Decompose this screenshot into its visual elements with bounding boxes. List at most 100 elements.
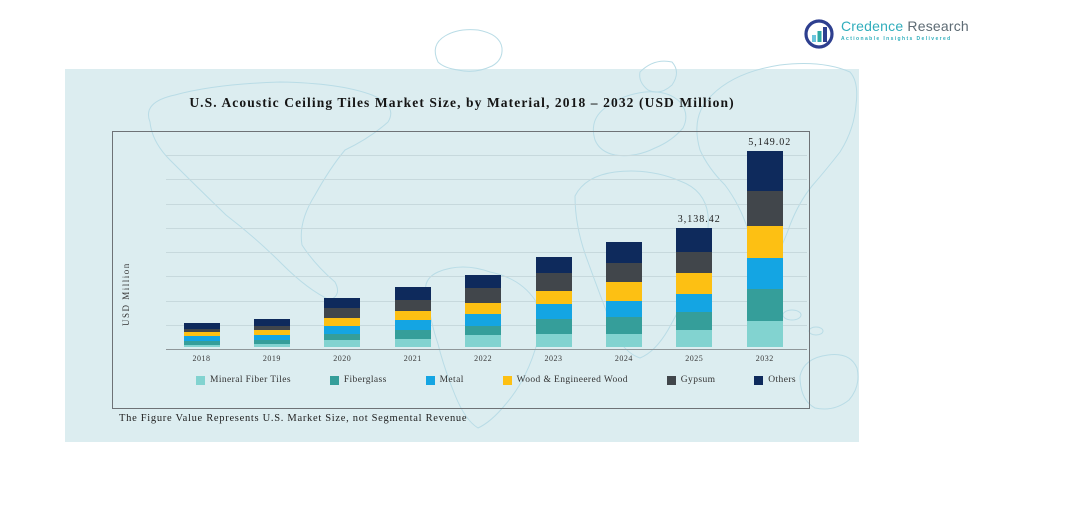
legend-item: Fiberglass: [329, 375, 387, 385]
legend-swatch: [329, 375, 339, 385]
gridline: [166, 155, 807, 156]
stacked-bar-2023: [535, 257, 572, 347]
bar-segment: [324, 297, 361, 309]
bar-segment: [183, 336, 220, 342]
map-greenland: [434, 29, 503, 72]
bar-segment: [676, 251, 713, 273]
logo-name: Credence Research: [841, 18, 969, 34]
legend-item: Mineral Fiber Tiles: [196, 375, 291, 385]
logo-tagline: Actionable Insights Delivered: [841, 36, 952, 42]
bar-segment: [324, 333, 361, 341]
bar-segment: [324, 317, 361, 326]
bar-segment: [605, 334, 642, 347]
bar-segment: [605, 300, 642, 317]
bar-segment: [465, 302, 502, 314]
bar-segment: [535, 333, 572, 347]
bar-segment: [746, 258, 783, 290]
legend-item: Metal: [425, 375, 464, 385]
x-tick-label-2018: 2018: [192, 354, 211, 363]
gridline: [166, 227, 807, 229]
stacked-bar-2032: [746, 151, 783, 347]
bar-segment: [676, 293, 713, 313]
stacked-bar-2018: [183, 322, 220, 347]
legend-item: Others: [754, 375, 796, 385]
bar-segment: [746, 191, 783, 226]
bar-segment: [465, 334, 502, 347]
bar-segment: [253, 344, 290, 347]
x-tick-label-2024: 2024: [614, 354, 633, 363]
bar-segment: [746, 226, 783, 259]
gridline: [166, 252, 807, 253]
bar-segment: [746, 289, 783, 321]
gridline: [166, 179, 807, 181]
chart-title: U.S. Acoustic Ceiling Tiles Market Size,…: [189, 95, 735, 110]
logo-name-primary: Credence: [841, 18, 904, 34]
bar-chart-circle-icon: [803, 18, 835, 55]
bar-segment: [183, 329, 220, 333]
legend-item: Wood & Engineered Wood: [502, 375, 628, 385]
data-label-2032: 5,149.02: [748, 137, 792, 149]
bar-segment: [253, 318, 290, 327]
bar-segment: [605, 281, 642, 301]
stacked-bar-2022: [465, 274, 502, 347]
legend-label: Wood & Engineered Wood: [516, 375, 628, 385]
legend-swatch: [196, 375, 205, 385]
stacked-bar-2024: [605, 242, 642, 347]
bar-segment: [465, 313, 502, 326]
y-axis-label: USD Million: [121, 262, 131, 326]
legend-item: Gypsum: [666, 375, 716, 385]
credence-research-logo: Credence Research Actionable Insights De…: [803, 18, 969, 55]
x-tick-label-2023: 2023: [544, 354, 563, 363]
bar-segment: [676, 312, 713, 331]
bar-segment: [465, 274, 502, 288]
legend-swatch: [666, 375, 676, 385]
bar-segment: [324, 308, 361, 318]
x-tick-label-2022: 2022: [474, 354, 493, 363]
stacked-bar-2020: [324, 297, 361, 347]
x-tick-label-2021: 2021: [403, 354, 422, 363]
legend-swatch: [425, 375, 435, 385]
bar-segment: [676, 227, 713, 252]
bar-segment: [394, 300, 431, 311]
legend-swatch: [754, 375, 764, 385]
bar-segment: [324, 325, 361, 334]
bar-segment: [183, 341, 220, 345]
stacked-bar-2025: [676, 227, 713, 347]
x-tick-label-2025: 2025: [685, 354, 704, 363]
logo-name-secondary: Research: [907, 18, 969, 34]
legend-label: Fiberglass: [343, 375, 387, 385]
bar-segment: [535, 257, 572, 274]
bar-segment: [253, 326, 290, 330]
bar-segment: [253, 334, 290, 341]
bar-segment: [394, 320, 431, 331]
chart-legend: Mineral Fiber Tiles Fiberglass Metal Wood &…: [196, 375, 796, 385]
stacked-bar-2019: [253, 318, 290, 347]
data-label-2025: 3,138.42: [677, 213, 721, 225]
bar-segment: [183, 332, 220, 337]
bar-segment: [183, 344, 220, 347]
bar-segment: [676, 330, 713, 347]
bar-segment: [465, 325, 502, 335]
x-axis-line: [166, 349, 807, 350]
bar-segment: [253, 340, 290, 345]
bar-segment: [535, 290, 572, 304]
plot-area: USD Million Mineral Fiber Tiles Fiberglas…: [112, 131, 810, 409]
bar-segment: [394, 330, 431, 339]
legend-label: Gypsum: [680, 375, 716, 385]
bar-segment: [394, 338, 431, 347]
bar-segment: [746, 151, 783, 192]
stacked-bar-2021: [394, 286, 431, 347]
bar-segment: [324, 340, 361, 347]
legend-swatch: [502, 375, 512, 385]
bar-segment: [253, 329, 290, 335]
bar-segment: [183, 322, 220, 330]
bar-segment: [394, 310, 431, 321]
legend-label: Others: [768, 375, 796, 385]
x-tick-label-2019: 2019: [262, 354, 281, 363]
bar-segment: [394, 286, 431, 301]
bar-segment: [465, 287, 502, 303]
chart-footnote: The Figure Value Represents U.S. Market …: [119, 413, 468, 424]
bar-segment: [535, 273, 572, 291]
bar-segment: [605, 263, 642, 282]
x-tick-label-2032: 2032: [755, 354, 774, 363]
